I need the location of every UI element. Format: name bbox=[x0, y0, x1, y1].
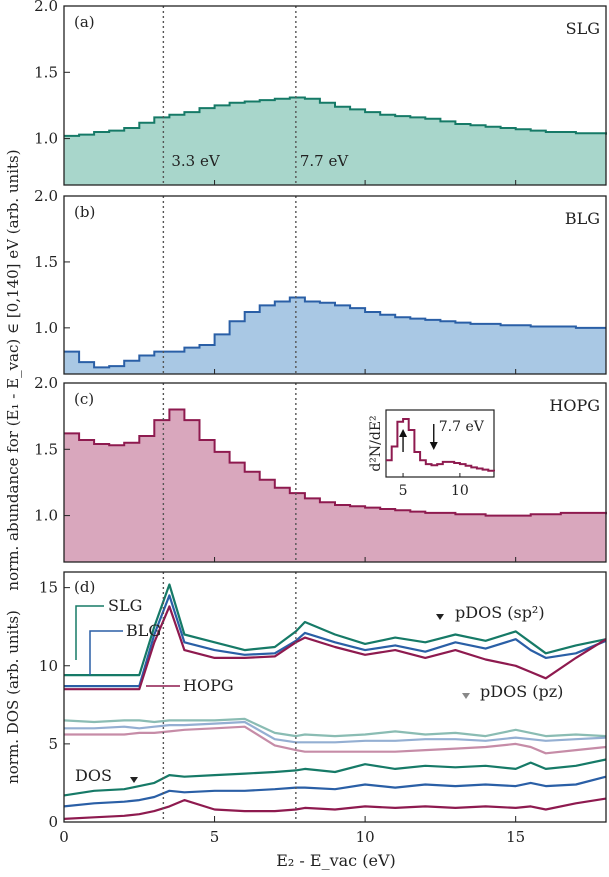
y-tick-label: 10 bbox=[39, 657, 58, 675]
inset-line bbox=[386, 418, 495, 472]
inset-arrowhead-up bbox=[399, 429, 408, 437]
inset-ylabel: d²N/dE² bbox=[368, 415, 384, 471]
series-line-7 bbox=[63, 758, 607, 797]
panel-title: HOPG bbox=[549, 396, 600, 415]
panel-frame bbox=[63, 382, 607, 563]
reference-label-2: 7.7 eV bbox=[300, 152, 350, 170]
leader-blg bbox=[89, 630, 123, 675]
series-line-4 bbox=[63, 717, 607, 738]
label-hopg: HOPG bbox=[183, 676, 234, 695]
panel-label: (c) bbox=[74, 390, 94, 408]
series-line-6 bbox=[64, 725, 607, 755]
panel-b: 1.0 1.5 2.0 (b) BLG bbox=[34, 187, 607, 375]
panel-label: (d) bbox=[74, 578, 95, 596]
series-line-9 bbox=[63, 797, 607, 820]
panel-label: (b) bbox=[74, 203, 95, 221]
histogram-fill bbox=[64, 297, 606, 374]
inset-annotation: 7.7 eV bbox=[439, 419, 485, 435]
inset-x-tick-label: 5 bbox=[399, 483, 408, 499]
shared-ylabel-top: norm. abundance for (E₁ - E_vac) ∈ [0,14… bbox=[4, 149, 22, 590]
panel-title: BLG bbox=[565, 209, 600, 228]
label-blg: BLG bbox=[126, 621, 161, 640]
panel-frame bbox=[63, 571, 607, 823]
marker-dos bbox=[130, 777, 138, 783]
y-axis-label: norm. DOS (arb. units) bbox=[4, 610, 22, 784]
histogram-line bbox=[64, 296, 606, 369]
series-line-5 bbox=[64, 720, 607, 744]
x-tick-label: 10 bbox=[356, 828, 375, 846]
x-tick-label: 5 bbox=[210, 828, 220, 846]
reference-label-1: 3.3 eV bbox=[171, 152, 221, 170]
y-tick-label: 1.5 bbox=[34, 63, 58, 81]
histogram-fill bbox=[64, 97, 606, 185]
y-tick-label: 15 bbox=[39, 579, 58, 597]
panel-c: 1.0 1.5 2.0 (c) HOPG 5 10 d²N/dE² 7.7 eV bbox=[34, 374, 607, 563]
panel-title: SLG bbox=[566, 19, 600, 38]
panel-frame bbox=[63, 195, 607, 375]
x-tick-label: 15 bbox=[506, 828, 525, 846]
panel-label: (a) bbox=[74, 13, 95, 31]
inset-arrowhead-down bbox=[429, 442, 438, 450]
leader-slg bbox=[75, 605, 104, 660]
histogram-line bbox=[64, 96, 607, 137]
label-pdos-sp2: pDOS (sp²) bbox=[455, 603, 545, 622]
label-slg: SLG bbox=[108, 596, 142, 615]
label-dos: DOS bbox=[75, 766, 112, 785]
series-line-3 bbox=[64, 605, 607, 691]
y-tick-label: 1.0 bbox=[34, 319, 58, 337]
y-tick-label: 0 bbox=[48, 813, 58, 831]
y-tick-label: 2.0 bbox=[34, 187, 58, 205]
y-tick-label: 5 bbox=[48, 735, 58, 753]
series-line-1 bbox=[64, 583, 607, 677]
y-tick-label: 1.5 bbox=[34, 253, 58, 271]
label-pdos-pz: pDOS (pz) bbox=[480, 682, 563, 701]
y-tick-label: 2.0 bbox=[34, 0, 58, 15]
y-tick-label: 1.0 bbox=[34, 130, 58, 148]
y-tick-label: 1.0 bbox=[34, 507, 58, 525]
histogram-line bbox=[64, 408, 607, 517]
panel-a: 3.3 eV 7.7 eV 1.0 1.5 2.0 (a) SLG bbox=[34, 0, 607, 186]
panel-frame bbox=[63, 5, 607, 186]
x-tick-label: 0 bbox=[59, 828, 69, 846]
x-axis-label: E₂ - E_vac (eV) bbox=[276, 851, 395, 870]
panel-d: 0 5 10 15 0 5 10 15 norm. DOS (arb. units) (d) SLG… bbox=[4, 571, 607, 846]
y-tick-label: 1.5 bbox=[34, 440, 58, 458]
inset-x-tick-label: 10 bbox=[451, 483, 469, 499]
marker-pdos-pz bbox=[462, 693, 470, 699]
series-line-8 bbox=[63, 775, 607, 808]
series-line-2 bbox=[64, 594, 607, 688]
histogram-fill bbox=[64, 409, 606, 562]
marker-pdos-sp2 bbox=[436, 614, 444, 620]
y-tick-label: 2.0 bbox=[34, 374, 58, 392]
